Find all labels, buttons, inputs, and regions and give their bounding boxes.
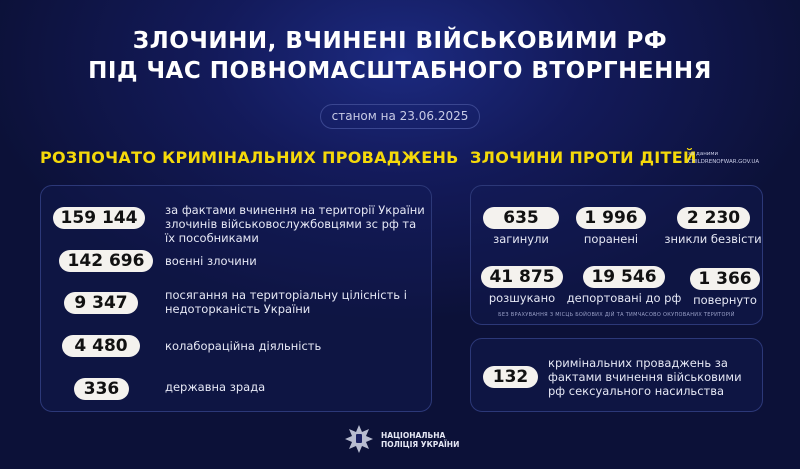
- left-heading: РОЗПОЧАТО КРИМІНАЛЬНИХ ПРОВАДЖЕНЬ: [40, 148, 459, 167]
- stat-value: 4 480: [62, 335, 140, 357]
- date-badge: станом на 23.06.2025: [320, 104, 480, 129]
- child-stat-label: загинули: [493, 232, 549, 246]
- logo-line1: НАЦІОНАЛЬНА: [381, 431, 446, 440]
- child-stat-value: 635: [483, 207, 559, 229]
- child-stat-label: зникли безвісти: [664, 232, 762, 246]
- child-stat-label: повернуто: [693, 293, 757, 307]
- sexual-violence-value: 132: [483, 366, 538, 388]
- child-stat-value: 1 366: [690, 268, 760, 290]
- stat-label: посягання на територіальну цілісність і …: [165, 288, 407, 316]
- child-stat-label: поранені: [583, 232, 639, 246]
- child-stat-value: 41 875: [481, 266, 563, 288]
- source-link[interactable]: CHILDRENOFWAR.GOV.UA: [688, 159, 760, 165]
- sexual-violence-text: кримінальних проваджень за фактами вчине…: [548, 356, 742, 398]
- source-label: за даними: [688, 151, 719, 157]
- stat-label: за фактами вчинення на території України…: [165, 203, 425, 245]
- police-star-icon: [345, 425, 373, 453]
- stat-value: 159 144: [53, 207, 145, 229]
- footnote: БЕЗ ВРАХУВАННЯ З МІСЦЬ БОЙОВИХ ДІЙ ТА ТИ…: [498, 312, 735, 318]
- stat-label: колабораційна діяльність: [165, 339, 322, 353]
- logo-line2: ПОЛІЦІЯ УКРАЇНИ: [381, 440, 460, 449]
- right-heading: ЗЛОЧИНИ ПРОТИ ДІТЕЙ: [470, 148, 697, 167]
- stat-label: державна зрада: [165, 380, 266, 394]
- stat-value: 9 347: [64, 292, 138, 314]
- stat-label: воєнні злочини: [165, 254, 257, 268]
- child-stat-value: 19 546: [583, 266, 665, 288]
- stat-value: 336: [74, 378, 129, 400]
- child-stat-value: 1 996: [576, 207, 646, 229]
- child-stat-label: розшукано: [488, 291, 556, 305]
- child-stat-label: депортовані до рф: [566, 291, 682, 305]
- stat-value: 142 696: [59, 250, 153, 272]
- page-title-line2: ПІД ЧАС ПОВНОМАСШТАБНОГО ВТОРГНЕННЯ: [88, 58, 712, 84]
- page-title-line1: ЗЛОЧИНИ, ВЧИНЕНІ ВІЙСЬКОВИМИ РФ: [132, 28, 668, 54]
- child-stat-value: 2 230: [677, 207, 750, 229]
